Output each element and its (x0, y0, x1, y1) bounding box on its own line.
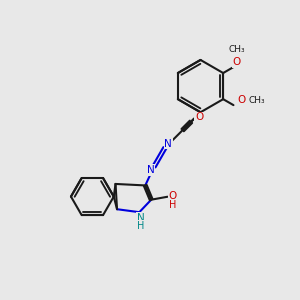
Text: H: H (137, 221, 145, 231)
Text: H: H (169, 200, 177, 210)
Text: CH₃: CH₃ (228, 45, 245, 54)
Text: CH₃: CH₃ (248, 96, 265, 105)
Text: O: O (232, 57, 241, 67)
Text: O: O (195, 112, 203, 122)
Text: O: O (169, 191, 177, 201)
Text: N: N (147, 165, 154, 175)
Text: O: O (238, 95, 246, 105)
Text: N: N (137, 212, 145, 223)
Text: N: N (164, 139, 172, 148)
